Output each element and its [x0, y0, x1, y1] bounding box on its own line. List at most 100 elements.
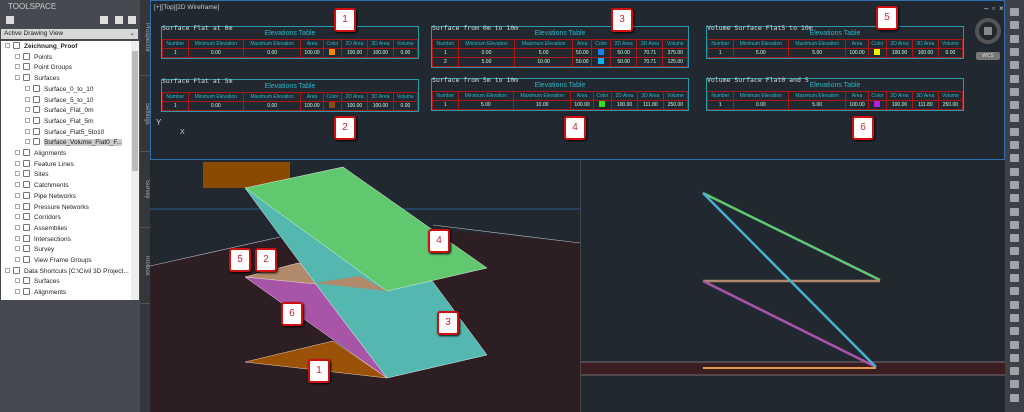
expand-icon[interactable] [5, 43, 10, 48]
tree-item[interactable]: Surface_0_to_10 [25, 84, 94, 95]
close-icon[interactable]: × [999, 4, 1004, 13]
tree-item[interactable]: Surface_Flat5_5to10 [25, 127, 104, 138]
tool-icon[interactable] [1010, 207, 1019, 216]
top-viewport[interactable]: [+][Top][2D Wireframe] Surface Flat at 0… [150, 0, 1005, 160]
expand-icon[interactable] [15, 53, 20, 59]
tab-survey[interactable]: Survey [140, 152, 150, 228]
tree-item[interactable]: Assemblies [15, 223, 67, 234]
tree-item[interactable]: View Frame Groups [15, 256, 92, 266]
tool-icon[interactable] [1010, 34, 1019, 43]
tool-icon[interactable] [1010, 180, 1019, 189]
tool-icon[interactable] [1010, 114, 1019, 123]
expand-icon[interactable] [25, 128, 30, 134]
tree-item[interactable]: Points [15, 52, 52, 63]
tool-icon[interactable] [1010, 367, 1019, 376]
expand-icon[interactable] [15, 214, 20, 220]
tool-icon[interactable] [1010, 247, 1019, 256]
tree-item[interactable]: Zeichnung_Proof [5, 42, 77, 52]
expand-icon[interactable] [15, 246, 20, 252]
tool-icon[interactable] [1010, 101, 1019, 110]
tool-icon[interactable] [1010, 287, 1019, 296]
tool-icon[interactable] [1010, 380, 1019, 389]
expand-icon[interactable] [15, 192, 20, 198]
tool-icon[interactable] [1010, 167, 1019, 176]
tool-icon[interactable] [1010, 21, 1019, 30]
tree-item[interactable]: Data Shortcuts [C:\Civil 3D Project... [5, 266, 129, 277]
expand-icon[interactable] [15, 171, 20, 177]
expand-icon[interactable] [15, 257, 20, 262]
tree-item[interactable]: Pipe Networks [15, 191, 76, 202]
tree-item[interactable]: Catchments [15, 181, 69, 191]
expand-icon[interactable] [25, 117, 30, 123]
tree-item[interactable]: Surfaces [15, 74, 60, 84]
column-header: Color [591, 39, 612, 49]
tool-icon[interactable] [1010, 300, 1019, 309]
tool-icon[interactable] [1010, 353, 1019, 362]
left-3d-viewport[interactable] [150, 160, 580, 412]
tool-icon[interactable] [1010, 220, 1019, 229]
tool-icon[interactable] [1010, 87, 1019, 96]
expand-icon[interactable] [15, 160, 20, 166]
tool-icon[interactable] [1010, 8, 1019, 16]
tool-icon[interactable] [1010, 313, 1019, 322]
tree-item[interactable]: Sites [15, 170, 48, 180]
expand-icon[interactable] [25, 107, 30, 113]
tree-item[interactable]: Surface_Flat_5m [25, 116, 94, 127]
expand-icon[interactable] [25, 139, 30, 145]
tree-item[interactable]: Alignments [15, 288, 66, 298]
tree-item[interactable]: Surface_5_to_10 [25, 95, 94, 106]
tool-icon[interactable] [1010, 274, 1019, 282]
tool-icon[interactable] [1010, 260, 1019, 269]
toggle-icon[interactable] [6, 16, 14, 24]
callout-marker: 2 [334, 116, 356, 140]
expand-icon[interactable] [15, 203, 20, 209]
tree-item[interactable]: Surface_Volume_Flat0_F... [25, 138, 123, 148]
expand-icon[interactable] [5, 267, 10, 273]
restore-icon[interactable]: ▫ [992, 4, 995, 13]
tool-icon[interactable] [1010, 154, 1019, 163]
tree-item[interactable]: Point Groups [15, 63, 72, 73]
viewcube[interactable] [975, 18, 1001, 44]
tree-item[interactable]: Corridors [15, 213, 61, 223]
tool-icon[interactable] [1010, 194, 1019, 203]
expand-icon[interactable] [25, 85, 30, 91]
tab-settings[interactable]: Settings [140, 76, 150, 152]
wcs-menu[interactable]: WCS [976, 52, 1000, 60]
expand-icon[interactable] [15, 235, 20, 241]
tree-item[interactable]: Surface_Flat_0m [25, 106, 94, 116]
tree-item[interactable]: Intersections [15, 234, 71, 245]
help-icon[interactable] [128, 16, 136, 24]
tree-item[interactable]: Alignments [15, 149, 66, 159]
expand-icon[interactable] [15, 150, 20, 155]
tool-icon[interactable] [1010, 340, 1019, 349]
tree-item[interactable]: Survey [15, 245, 54, 255]
tool-icon[interactable] [1010, 61, 1019, 70]
minimize-icon[interactable]: – [984, 4, 989, 13]
expand-icon[interactable] [25, 96, 30, 102]
tree-item[interactable]: Surfaces [15, 277, 60, 287]
network-icon[interactable] [100, 16, 108, 24]
expand-icon[interactable] [15, 75, 20, 81]
tool-icon[interactable] [1010, 327, 1019, 336]
expand-icon[interactable] [15, 289, 20, 295]
tree-item[interactable]: Pressure Networks [15, 202, 89, 213]
tab-toolbox[interactable]: Toolbox [140, 228, 150, 304]
tree-node-icon [23, 74, 30, 82]
view-dropdown[interactable]: Active Drawing View ⌄ [1, 29, 138, 39]
tool-icon[interactable] [1010, 234, 1019, 243]
right-side-viewport[interactable] [580, 160, 1005, 412]
tab-prospector[interactable]: Prospector [140, 0, 150, 76]
tool-icon[interactable] [1010, 393, 1019, 402]
tool-icon[interactable] [1010, 47, 1019, 56]
panel-icon[interactable] [115, 16, 123, 24]
viewport-controls[interactable]: [+][Top][2D Wireframe] [154, 4, 220, 11]
expand-icon[interactable] [15, 278, 20, 284]
tree-item[interactable]: Feature Lines [15, 159, 74, 170]
tool-icon[interactable] [1010, 141, 1019, 149]
tool-icon[interactable] [1010, 127, 1019, 136]
expand-icon[interactable] [15, 224, 20, 230]
expand-icon[interactable] [15, 64, 20, 70]
tool-icon[interactable] [1010, 74, 1019, 83]
expand-icon[interactable] [15, 182, 20, 188]
tree-scrollbar[interactable] [131, 41, 139, 300]
